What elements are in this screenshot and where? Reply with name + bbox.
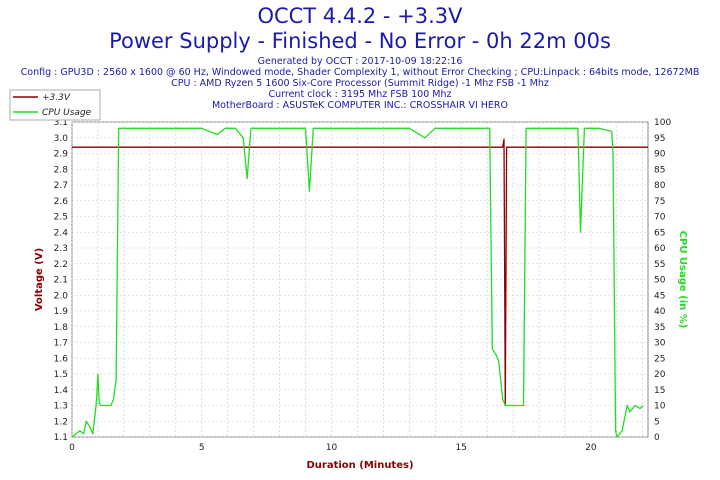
y-right-tick-label: 25 <box>654 354 665 364</box>
y-right-tick-label: 10 <box>654 402 666 412</box>
y-left-tick-label: 2.8 <box>54 165 69 175</box>
x-axis-label: Duration (Minutes) <box>306 460 413 471</box>
y-left-tick-label: 1.2 <box>54 417 68 427</box>
y-left-tick-label: 2.1 <box>54 276 68 286</box>
y-right-tick-label: 45 <box>654 291 665 301</box>
y-right-tick-label: 95 <box>654 134 665 144</box>
y-left-tick-label: 1.3 <box>54 402 68 412</box>
y-right-tick-label: 30 <box>654 339 666 349</box>
y-right-tick-label: 5 <box>654 417 660 427</box>
x-tick-label: 15 <box>455 443 466 453</box>
x-tick-label: 0 <box>69 443 75 453</box>
y-left-tick-label: 1.4 <box>54 386 69 396</box>
y-left-tick-label: 1.1 <box>54 433 68 443</box>
info-generated: Generated by OCCT : 2017-10-09 18:22:16 <box>257 56 463 67</box>
legend-label-cpu: CPU Usage <box>42 108 92 118</box>
x-tick-label: 10 <box>326 443 338 453</box>
y-left-tick-label: 1.8 <box>54 323 69 333</box>
y-left-tick-label: 3.1 <box>54 118 68 128</box>
y-left-tick-label: 2.2 <box>54 260 68 270</box>
y-axis-left-label: Voltage (V) <box>34 248 45 311</box>
y-left-tick-label: 1.7 <box>54 339 68 349</box>
y-left-tick-label: 1.6 <box>54 354 69 364</box>
y-axis-right-label: CPU Usage (in %) <box>677 231 688 329</box>
grid-lines <box>71 121 648 438</box>
legend-label-voltage: +3.3V <box>42 93 71 103</box>
chart-title: OCCT 4.4.2 - +3.3V <box>257 4 463 28</box>
y-left-tick-label: 2.4 <box>54 228 69 238</box>
y-right-tick-label: 90 <box>654 150 666 160</box>
info-config: Config : GPU3D : 2560 x 1600 @ 60 Hz, Wi… <box>20 67 700 78</box>
y-left-tick-label: 2.5 <box>54 213 68 223</box>
y-left-tick-label: 2.7 <box>54 181 68 191</box>
y-left-tick-label: 2.6 <box>54 197 69 207</box>
chart-subtitle: Power Supply - Finished - No Error - 0h … <box>109 29 611 53</box>
y-right-tick-label: 60 <box>654 244 666 254</box>
series-line-cpu <box>71 127 644 438</box>
y-right-tick-label: 35 <box>654 323 665 333</box>
y-left-tick-label: 1.5 <box>54 370 68 380</box>
info-cpu: CPU : AMD Ryzen 5 1600 Six-Core Processo… <box>171 78 549 89</box>
series-lines <box>71 127 648 438</box>
y-right-tick-label: 70 <box>654 213 666 223</box>
y-right-tick-label: 50 <box>654 276 666 286</box>
y-right-tick-label: 40 <box>654 307 666 317</box>
y-right-tick-label: 65 <box>654 228 665 238</box>
y-left-tick-label: 2.0 <box>54 291 69 301</box>
y-right-tick-label: 20 <box>654 370 666 380</box>
info-clock: Current clock : 3195 Mhz FSB 100 Mhz <box>268 89 452 100</box>
y-right-tick-label: 15 <box>654 386 665 396</box>
y-right-tick-label: 75 <box>654 197 665 207</box>
y-left-tick-label: 3.0 <box>54 134 69 144</box>
y-left-tick-label: 2.9 <box>54 150 69 160</box>
y-left-tick-label: 2.3 <box>54 244 68 254</box>
x-axis-ticks: 0 5 10 15 20 <box>69 443 597 453</box>
legend: +3.3V CPU Usage <box>9 89 101 121</box>
y-right-tick-label: 100 <box>654 118 671 128</box>
y-left-tick-label: 1.9 <box>54 307 69 317</box>
y-right-tick-label: 0 <box>654 433 660 443</box>
y-right-tick-label: 85 <box>654 165 665 175</box>
y-right-tick-label: 55 <box>654 260 665 270</box>
info-motherboard: MotherBoard : ASUSTeK COMPUTER INC.: CRO… <box>211 100 509 111</box>
left-axis-ticks: 1.1 1.2 1.3 1.4 1.5 1.6 1.7 1.8 1.9 2.0 2.1 2.2 2.3 2… <box>54 118 69 443</box>
x-tick-label: 20 <box>585 443 597 453</box>
y-right-tick-label: 80 <box>654 181 666 191</box>
x-tick-label: 5 <box>199 443 205 453</box>
right-axis-ticks: 0 5 10 15 20 25 30 35 40 45 50 55 60 65 70 75 80 85 90 95 10… <box>654 118 671 443</box>
legend-box <box>9 89 101 121</box>
